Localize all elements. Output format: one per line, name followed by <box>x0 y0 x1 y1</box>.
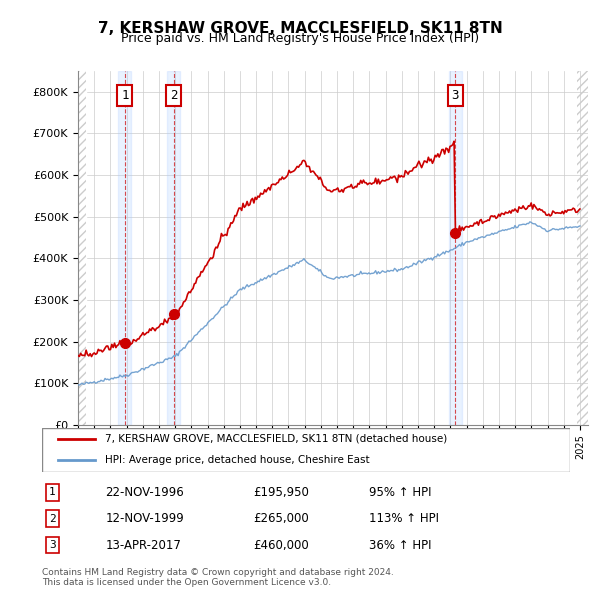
Text: HPI: Average price, detached house, Cheshire East: HPI: Average price, detached house, Ches… <box>106 455 370 464</box>
Text: This data is licensed under the Open Government Licence v3.0.: This data is licensed under the Open Gov… <box>42 578 331 587</box>
Text: £460,000: £460,000 <box>253 539 309 552</box>
Text: 1: 1 <box>49 487 56 497</box>
Bar <box>577 71 593 425</box>
Bar <box>78 71 86 425</box>
Text: 22-NOV-1996: 22-NOV-1996 <box>106 486 184 499</box>
Text: Contains HM Land Registry data © Crown copyright and database right 2024.: Contains HM Land Registry data © Crown c… <box>42 568 394 576</box>
Text: 3: 3 <box>49 540 56 550</box>
Text: Price paid vs. HM Land Registry's House Price Index (HPI): Price paid vs. HM Land Registry's House … <box>121 32 479 45</box>
FancyBboxPatch shape <box>42 428 570 472</box>
Text: 95% ↑ HPI: 95% ↑ HPI <box>370 486 432 499</box>
Bar <box>449 71 462 425</box>
Text: 7, KERSHAW GROVE, MACCLESFIELD, SK11 8TN: 7, KERSHAW GROVE, MACCLESFIELD, SK11 8TN <box>98 21 502 35</box>
Text: 2: 2 <box>49 514 56 524</box>
Text: 13-APR-2017: 13-APR-2017 <box>106 539 181 552</box>
Text: 3: 3 <box>451 89 459 102</box>
Text: 113% ↑ HPI: 113% ↑ HPI <box>370 512 439 525</box>
Text: 12-NOV-1999: 12-NOV-1999 <box>106 512 184 525</box>
Text: £195,950: £195,950 <box>253 486 309 499</box>
Bar <box>167 71 180 425</box>
Text: 7, KERSHAW GROVE, MACCLESFIELD, SK11 8TN (detached house): 7, KERSHAW GROVE, MACCLESFIELD, SK11 8TN… <box>106 434 448 444</box>
Text: £265,000: £265,000 <box>253 512 309 525</box>
Text: 36% ↑ HPI: 36% ↑ HPI <box>370 539 432 552</box>
Text: 2: 2 <box>170 89 177 102</box>
Bar <box>78 71 86 425</box>
Bar <box>118 71 131 425</box>
Text: 1: 1 <box>121 89 129 102</box>
